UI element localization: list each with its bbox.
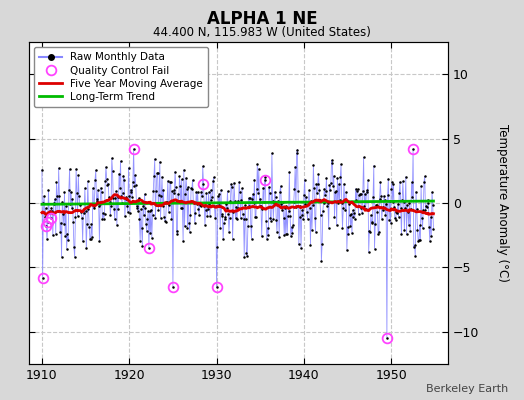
Text: Berkeley Earth: Berkeley Earth bbox=[426, 384, 508, 394]
Legend: Raw Monthly Data, Quality Control Fail, Five Year Moving Average, Long-Term Tren: Raw Monthly Data, Quality Control Fail, … bbox=[34, 47, 209, 107]
Y-axis label: Temperature Anomaly (°C): Temperature Anomaly (°C) bbox=[496, 124, 509, 282]
Text: ALPHA 1 NE: ALPHA 1 NE bbox=[206, 10, 318, 28]
Text: 44.400 N, 115.983 W (United States): 44.400 N, 115.983 W (United States) bbox=[153, 26, 371, 39]
